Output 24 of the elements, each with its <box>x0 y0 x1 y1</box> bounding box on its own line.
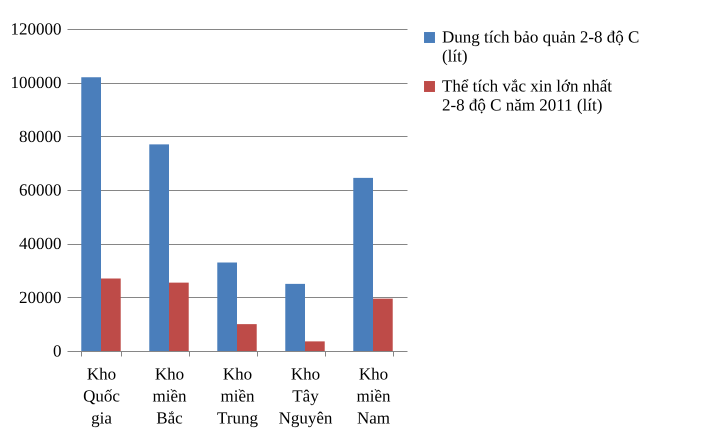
y-tick-label: 60000 <box>19 180 62 200</box>
y-tick-label: 120000 <box>10 20 62 38</box>
x-tick-label: Kho miền Nam <box>356 364 391 428</box>
bar <box>305 341 325 351</box>
bar <box>101 278 121 351</box>
bar <box>373 298 393 351</box>
bar <box>285 284 305 351</box>
bar <box>237 324 257 351</box>
x-tick-label: Kho miền Bắc <box>152 364 187 428</box>
x-tick-label: Kho Tây Nguyên <box>278 364 333 428</box>
bar <box>81 77 101 351</box>
y-tick-label: 80000 <box>19 126 62 146</box>
bar <box>353 178 373 351</box>
legend-label: Dung tích bảo quản 2-8 độ C (lít) <box>442 28 640 66</box>
legend-label: Thể tích vắc xin lớn nhất 2-8 độ C năm 2011 (lít) <box>442 76 612 114</box>
y-tick-label: 20000 <box>19 288 62 307</box>
x-tick-label: Kho miền Trung <box>217 364 258 428</box>
bar <box>217 262 237 351</box>
y-tick-label: 0 <box>53 342 62 360</box>
bar <box>149 144 169 351</box>
y-tick-label: 40000 <box>19 234 62 254</box>
y-tick-label: 100000 <box>10 73 62 92</box>
x-tick-label: Kho Quốc gia <box>83 364 120 428</box>
bar <box>169 282 189 351</box>
